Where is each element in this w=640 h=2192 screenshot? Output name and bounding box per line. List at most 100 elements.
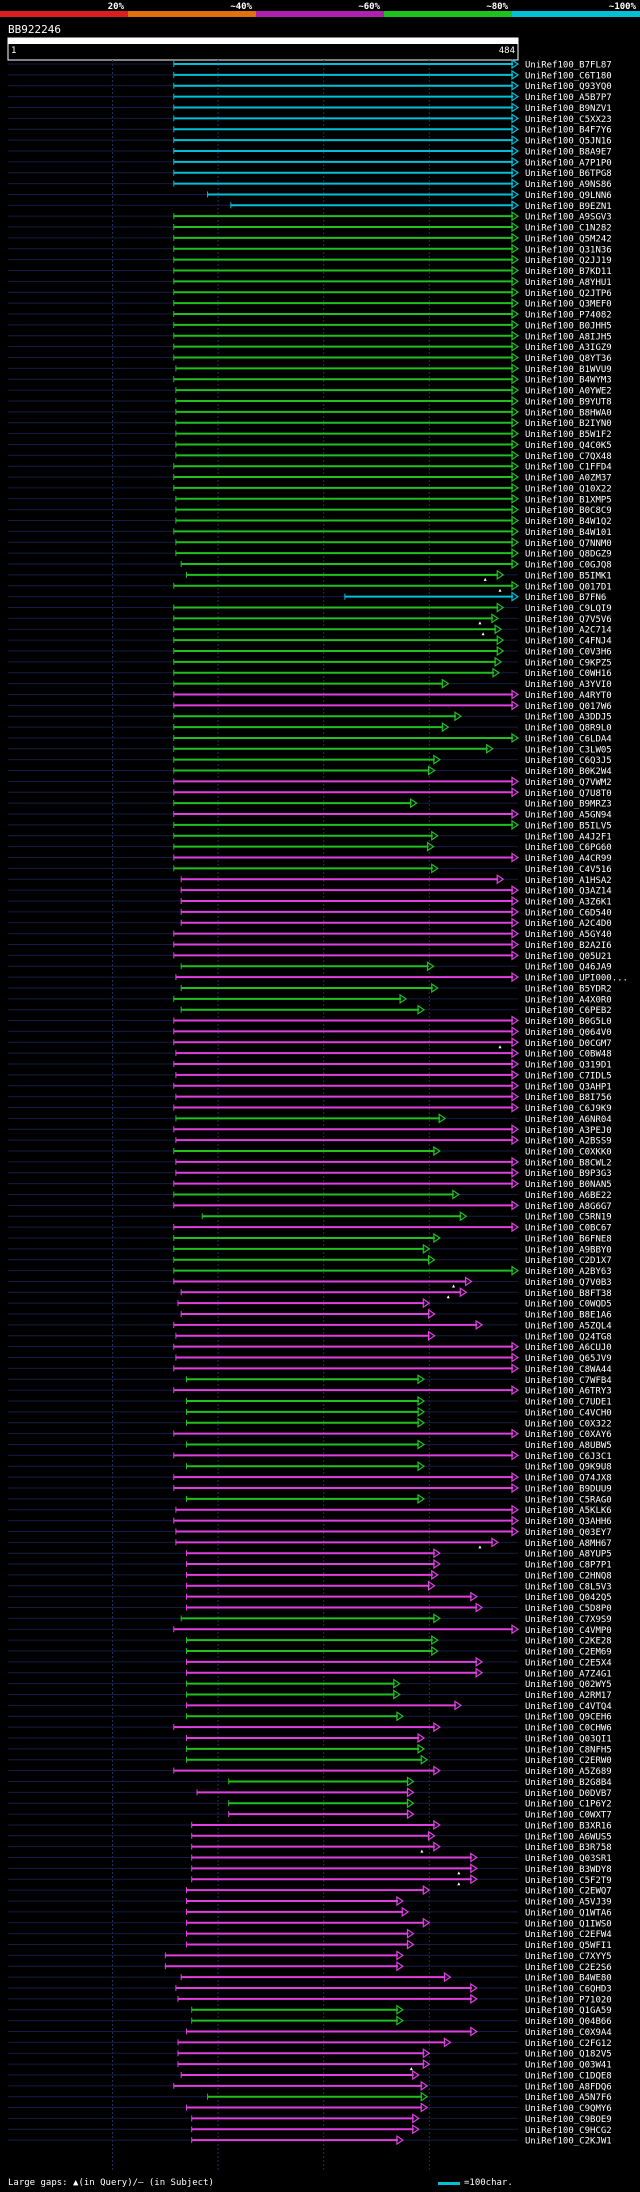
hit-row[interactable]: UniRef100_A6NR04 bbox=[8, 1113, 612, 1125]
hit-row[interactable]: UniRef100_Q04B66 bbox=[8, 2015, 612, 2028]
hit-label[interactable]: UniRef100_Q9LNN6 bbox=[525, 191, 612, 201]
hit-label[interactable]: UniRef100_A8YUP5 bbox=[525, 1550, 612, 1560]
hit-row[interactable]: UniRef100_C1FFD4 bbox=[8, 461, 612, 473]
hit-row[interactable]: UniRef100_C2EWQ7 bbox=[8, 1885, 612, 1897]
hit-label[interactable]: UniRef100_B0C8C9 bbox=[525, 506, 612, 516]
hit-label[interactable]: UniRef100_B4W1Q2 bbox=[525, 517, 612, 527]
hit-label[interactable]: UniRef100_C2EFW4 bbox=[525, 1930, 612, 1940]
hit-label[interactable]: UniRef100_Q9K9U8 bbox=[525, 1463, 612, 1473]
hit-label[interactable]: UniRef100_Q7V0B3 bbox=[525, 1278, 612, 1288]
hit-label[interactable]: UniRef100_C7IDL5 bbox=[525, 1071, 612, 1081]
hit-row[interactable]: UniRef100_C4VCH0 bbox=[8, 1406, 612, 1419]
hit-label[interactable]: UniRef100_C4VTQ4 bbox=[525, 1702, 612, 1712]
hit-label[interactable]: UniRef100_Q042Q5 bbox=[525, 1593, 612, 1603]
hit-label[interactable]: UniRef100_B8HWA0 bbox=[525, 408, 612, 418]
hit-row[interactable]: UniRef100_C2EM69 bbox=[8, 1645, 612, 1658]
hit-label[interactable]: UniRef100_A3Z6K1 bbox=[525, 897, 612, 907]
hit-row[interactable]: UniRef100_B5ILV5 bbox=[8, 819, 612, 832]
hit-label[interactable]: UniRef100_A5KLK6 bbox=[525, 1506, 612, 1516]
hit-row[interactable]: UniRef100_Q03EY7 bbox=[8, 1526, 612, 1538]
hit-row[interactable]: UniRef100_A4CR99 bbox=[8, 852, 612, 865]
hit-row[interactable]: UniRef100_Q65JV9 bbox=[8, 1352, 612, 1365]
hit-row[interactable]: UniRef100_B9MRZ3 bbox=[8, 798, 612, 810]
hit-row[interactable]: UniRef100_A7Z4G1 bbox=[8, 1667, 612, 1680]
hit-row[interactable]: UniRef100_Q02WY5 bbox=[8, 1678, 612, 1691]
hit-row[interactable]: UniRef100_C9QMY6 bbox=[8, 2102, 612, 2115]
hit-label[interactable]: UniRef100_C1FFD4 bbox=[525, 463, 612, 473]
hit-row[interactable]: UniRef100_Q042Q5 bbox=[8, 1591, 612, 1604]
hit-row[interactable]: UniRef100_Q7VWM2 bbox=[8, 776, 612, 788]
hit-row[interactable]: UniRef100_C5XX23 bbox=[8, 113, 612, 125]
hit-row[interactable]: UniRef100_B0NAN5 bbox=[8, 1178, 612, 1191]
hit-label[interactable]: UniRef100_B5IMK1 bbox=[525, 571, 612, 581]
hit-label[interactable]: UniRef100_A3PEJ0 bbox=[525, 1126, 612, 1136]
hit-label[interactable]: UniRef100_A4J2F1 bbox=[525, 832, 612, 842]
hit-row[interactable]: UniRef100_B0G5L0 bbox=[8, 1015, 612, 1028]
hit-label[interactable]: UniRef100_B8A9E7 bbox=[525, 147, 612, 157]
hit-row[interactable]: UniRef100_C9BOE9 bbox=[8, 2113, 612, 2125]
hit-row[interactable]: UniRef100_B8E1A6 bbox=[8, 1308, 612, 1321]
hit-label[interactable]: UniRef100_Q93YQ0 bbox=[525, 82, 612, 92]
hit-label[interactable]: UniRef100_Q3MEF0 bbox=[525, 300, 612, 310]
hit-row[interactable]: UniRef100_C9KPZ5 bbox=[8, 656, 612, 669]
hit-label[interactable]: UniRef100_B9NZV1 bbox=[525, 104, 612, 114]
hit-row[interactable]: UniRef100_B5YDR2 bbox=[8, 982, 612, 995]
hit-label[interactable]: UniRef100_Q1IWS0 bbox=[525, 1919, 612, 1929]
hit-row[interactable]: UniRef100_A5Z689 bbox=[8, 1765, 612, 1778]
hit-row[interactable]: UniRef100_Q3AHH6 bbox=[8, 1515, 612, 1528]
hit-row[interactable]: UniRef100_A0ZM37 bbox=[8, 471, 612, 484]
hit-label[interactable]: UniRef100_Q31N36 bbox=[525, 245, 612, 255]
hit-row[interactable]: UniRef100_Q4C0K5 bbox=[8, 439, 612, 451]
hit-label[interactable]: UniRef100_B8CWL2 bbox=[525, 1158, 612, 1168]
hit-row[interactable]: UniRef100_A8YUP5 bbox=[8, 1548, 612, 1560]
hit-label[interactable]: UniRef100_Q017W6 bbox=[525, 702, 612, 712]
hit-row[interactable]: UniRef100_B7FN6 bbox=[8, 591, 606, 604]
hit-label[interactable]: UniRef100_A0ZM37 bbox=[525, 474, 612, 484]
hit-label[interactable]: UniRef100_B9YUT8 bbox=[525, 397, 612, 407]
hit-label[interactable]: UniRef100_A5ZQL4 bbox=[525, 1321, 612, 1331]
hit-label[interactable]: UniRef100_C6J9K9 bbox=[525, 1104, 612, 1114]
hit-row[interactable]: UniRef100_Q1GA59 bbox=[8, 2004, 612, 2017]
hit-row[interactable]: UniRef100_B3XR16 bbox=[8, 1819, 612, 1832]
hit-label[interactable]: UniRef100_B7FN6 bbox=[525, 593, 606, 603]
hit-row[interactable]: UniRef100_A8FDQ6 bbox=[8, 2080, 612, 2093]
hit-label[interactable]: UniRef100_Q1WTA6 bbox=[525, 1908, 612, 1918]
hit-row[interactable]: UniRef100_Q064V0 bbox=[8, 1026, 612, 1038]
hit-row[interactable]: UniRef100_B5IMK1 bbox=[8, 569, 612, 582]
hit-label[interactable]: UniRef100_Q8YT36 bbox=[525, 354, 612, 364]
hit-label[interactable]: UniRef100_Q5M242 bbox=[525, 234, 612, 244]
hit-row[interactable]: UniRef100_A3Z6K1 bbox=[8, 895, 612, 908]
hit-row[interactable]: UniRef100_A8YHU1 bbox=[8, 276, 612, 288]
hit-label[interactable]: UniRef100_B6TPG8 bbox=[525, 169, 612, 179]
hit-row[interactable]: UniRef100_C2KE28 bbox=[8, 1635, 612, 1647]
hit-row[interactable]: UniRef100_Q319D1 bbox=[8, 1058, 612, 1071]
hit-label[interactable]: UniRef100_B5W1F2 bbox=[525, 430, 612, 440]
hit-label[interactable]: UniRef100_B8E1A6 bbox=[525, 1311, 612, 1321]
hit-row[interactable]: UniRef100_A1HSA2 bbox=[8, 874, 612, 886]
hit-row[interactable]: UniRef100_C5RAG0 bbox=[8, 1493, 612, 1506]
hit-row[interactable]: UniRef100_B1XMP5 bbox=[8, 493, 612, 506]
hit-label[interactable]: UniRef100_A6BE22 bbox=[525, 1191, 612, 1201]
hit-row[interactable]: UniRef100_C5F2T9 bbox=[8, 1874, 612, 1886]
hit-label[interactable]: UniRef100_C4VCH0 bbox=[525, 1408, 612, 1418]
hit-label[interactable]: UniRef100_A5Z689 bbox=[525, 1767, 612, 1777]
hit-label[interactable]: UniRef100_B2G8B4 bbox=[525, 1778, 612, 1788]
hit-row[interactable]: UniRef100_Q46JA9 bbox=[8, 961, 612, 973]
hit-label[interactable]: UniRef100_Q10X22 bbox=[525, 484, 612, 494]
hit-label[interactable]: UniRef100_A8UBW5 bbox=[525, 1441, 612, 1451]
hit-label[interactable]: UniRef100_A2C4D0 bbox=[525, 919, 612, 929]
hit-label[interactable]: UniRef100_C1DQE8 bbox=[525, 2071, 612, 2081]
hit-row[interactable]: UniRef100_Q8DGZ9 bbox=[8, 548, 612, 560]
hit-row[interactable]: UniRef100_C0GJQ8 bbox=[8, 558, 612, 571]
hit-label[interactable]: UniRef100_Q04B66 bbox=[525, 2017, 612, 2027]
hit-row[interactable]: UniRef100_C7WFB4 bbox=[8, 1374, 612, 1386]
hit-label[interactable]: UniRef100_C9KPZ5 bbox=[525, 658, 612, 668]
hit-row[interactable]: UniRef100_A0YWE2 bbox=[8, 384, 612, 397]
hit-label[interactable]: UniRef100_Q3AZ14 bbox=[525, 887, 612, 897]
hit-label[interactable]: UniRef100_D0CGM7 bbox=[525, 1039, 612, 1049]
hit-label[interactable]: UniRef100_Q3AHH6 bbox=[525, 1517, 612, 1527]
hit-row[interactable]: UniRef100_C4FNJ4 bbox=[8, 634, 612, 647]
hit-row[interactable]: UniRef100_C4VMP0 bbox=[8, 1624, 612, 1636]
hit-row[interactable]: UniRef100_C2E5X4 bbox=[8, 1656, 612, 1669]
hit-row[interactable]: UniRef100_C0BW48 bbox=[8, 1048, 612, 1060]
